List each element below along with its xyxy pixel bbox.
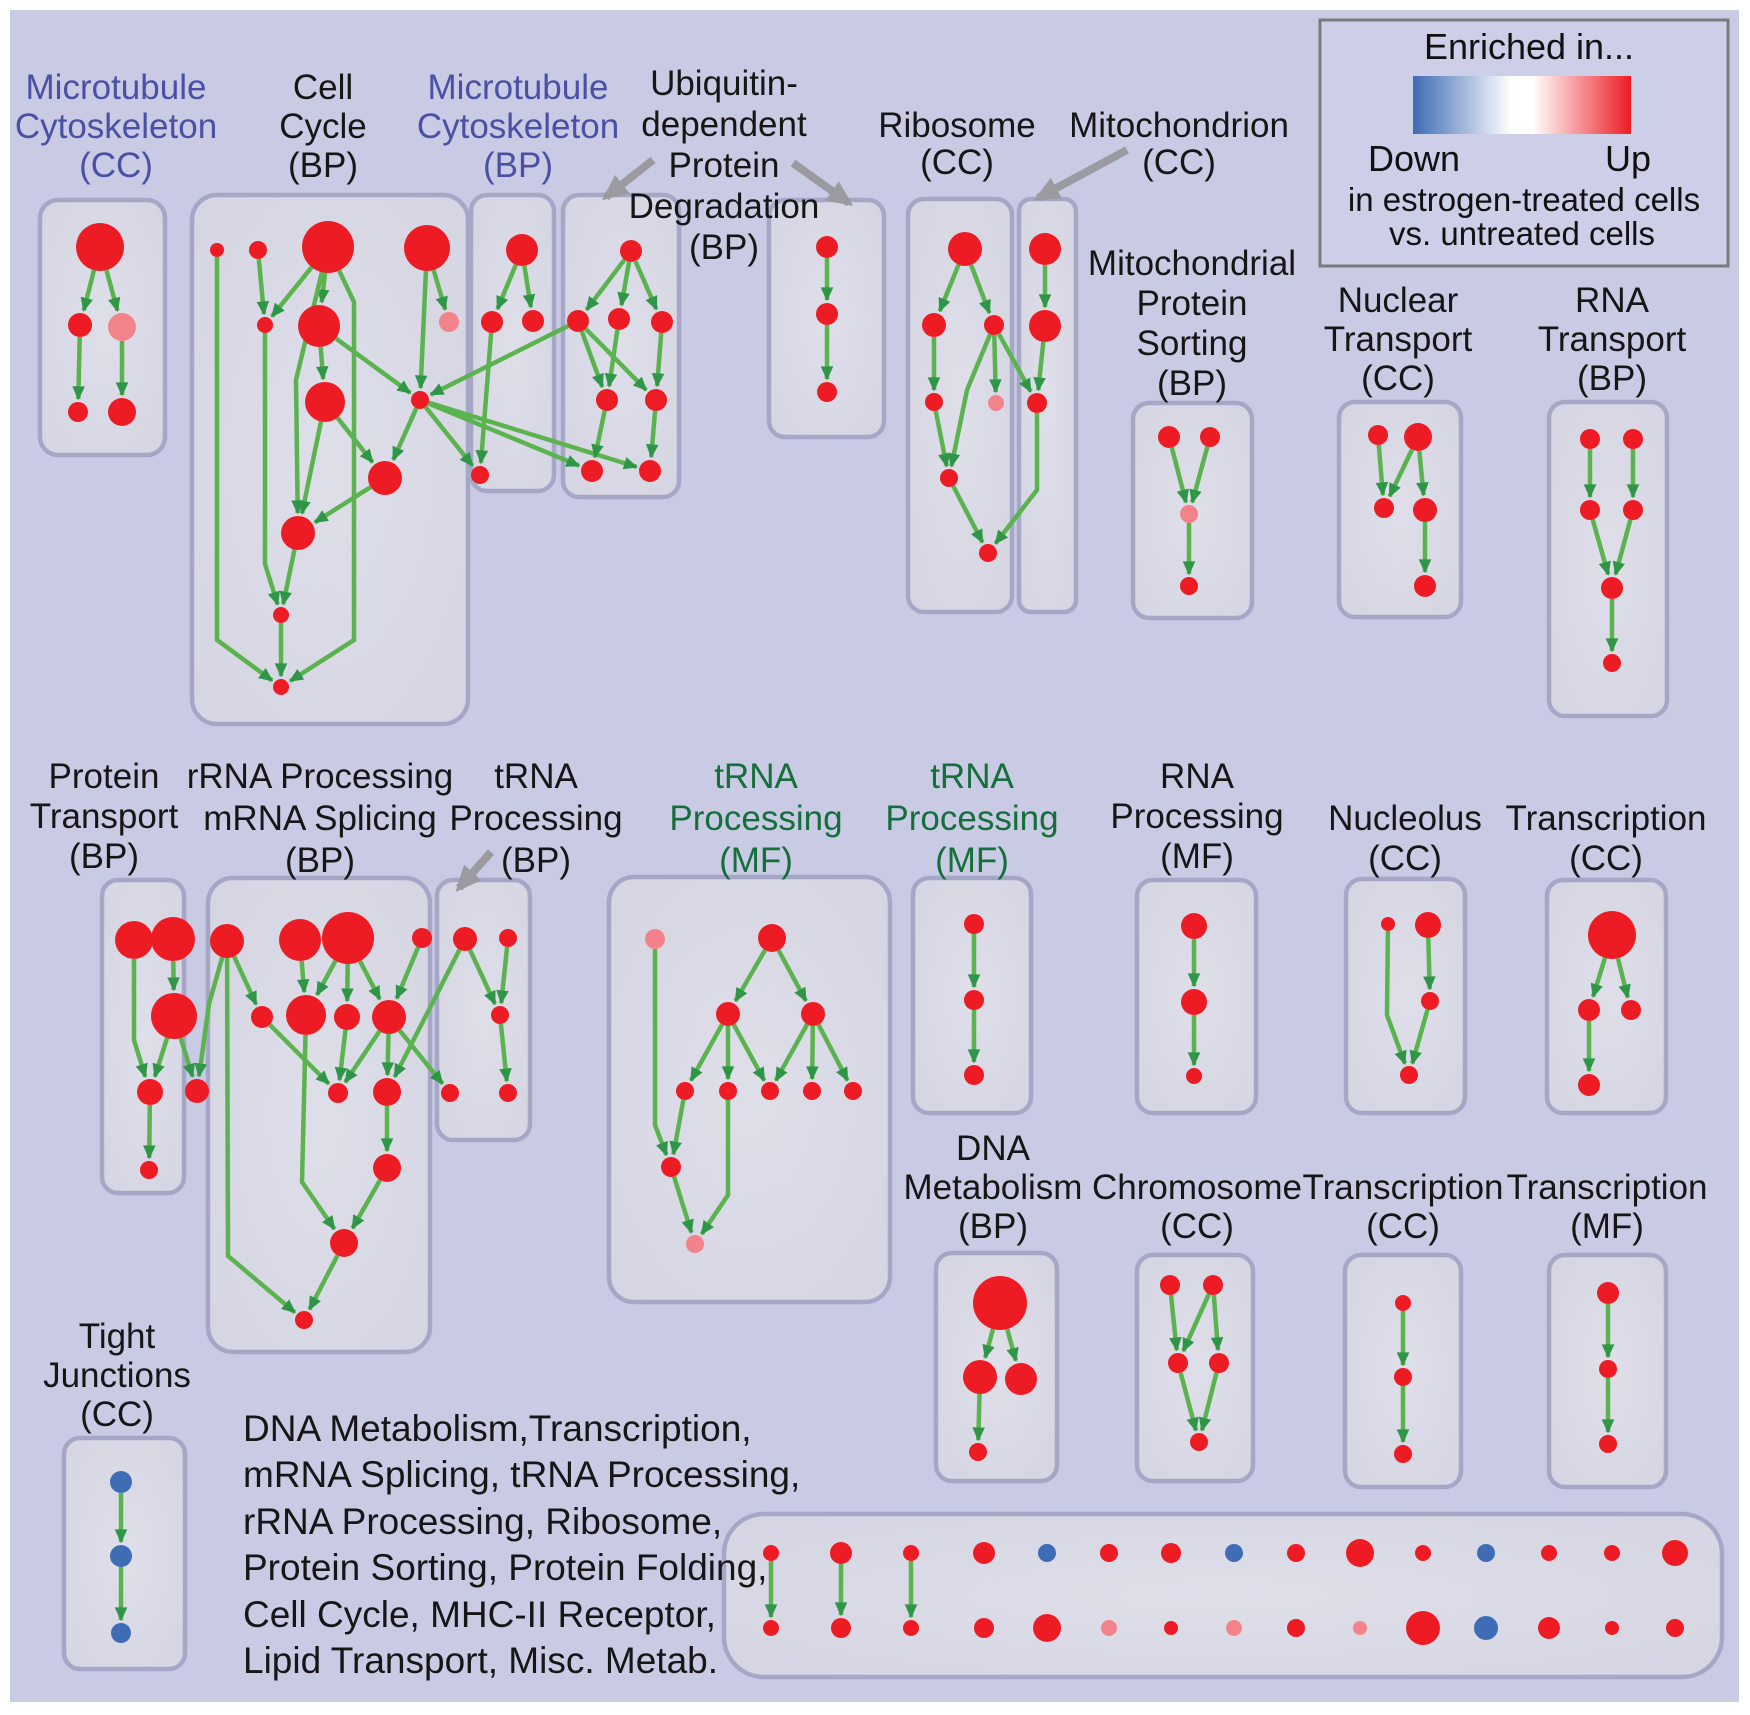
svg-text:Mitochondrion: Mitochondrion — [1069, 106, 1289, 145]
svg-text:(CC): (CC) — [1366, 1207, 1440, 1246]
svg-text:Protein: Protein — [49, 757, 160, 796]
svg-text:Transport: Transport — [1538, 320, 1687, 359]
svg-text:(BP): (BP) — [288, 146, 358, 185]
svg-text:Sorting: Sorting — [1137, 324, 1248, 363]
svg-text:(MF): (MF) — [935, 841, 1009, 880]
svg-text:dependent: dependent — [641, 105, 807, 144]
svg-text:tRNA: tRNA — [714, 757, 798, 796]
svg-text:(BP): (BP) — [501, 841, 571, 880]
svg-text:(BP): (BP) — [483, 146, 553, 185]
svg-text:rRNA Processing: rRNA Processing — [187, 757, 453, 796]
svg-text:Degradation: Degradation — [629, 187, 820, 226]
svg-text:Ubiquitin-: Ubiquitin- — [650, 64, 798, 103]
svg-text:(CC): (CC) — [1160, 1207, 1234, 1246]
svg-text:(CC): (CC) — [80, 1395, 154, 1434]
svg-text:Protein Sorting, Protein Foldi: Protein Sorting, Protein Folding, — [243, 1547, 767, 1588]
svg-text:Processing: Processing — [449, 799, 622, 838]
svg-text:Cell Cycle, MHC-II Receptor,: Cell Cycle, MHC-II Receptor, — [243, 1594, 716, 1635]
svg-text:Transport: Transport — [30, 797, 179, 836]
svg-text:Processing: Processing — [1110, 797, 1283, 836]
svg-text:Down: Down — [1368, 138, 1460, 179]
svg-text:(BP): (BP) — [285, 841, 355, 880]
svg-text:(BP): (BP) — [1157, 364, 1227, 403]
svg-text:Mitochondrial: Mitochondrial — [1088, 244, 1296, 283]
svg-text:Protein: Protein — [1137, 284, 1248, 323]
svg-text:DNA: DNA — [956, 1129, 1031, 1168]
svg-text:rRNA Processing, Ribosome,: rRNA Processing, Ribosome, — [243, 1501, 722, 1542]
svg-text:in estrogen-treated cells: in estrogen-treated cells — [1348, 181, 1700, 218]
svg-text:DNA Metabolism,Transcription,: DNA Metabolism,Transcription, — [243, 1408, 752, 1449]
svg-text:RNA: RNA — [1575, 281, 1650, 320]
svg-text:Enriched in...: Enriched in... — [1424, 26, 1634, 67]
svg-text:tRNA: tRNA — [930, 757, 1014, 796]
svg-text:(CC): (CC) — [1361, 359, 1435, 398]
svg-text:Microtubule: Microtubule — [428, 68, 609, 107]
svg-text:Processing: Processing — [669, 799, 842, 838]
svg-text:(MF): (MF) — [1160, 837, 1234, 876]
svg-text:(MF): (MF) — [719, 841, 793, 880]
svg-text:Nucleolus: Nucleolus — [1328, 799, 1482, 838]
svg-text:Chromosome: Chromosome — [1092, 1168, 1302, 1207]
svg-text:Cytoskeleton: Cytoskeleton — [417, 107, 619, 146]
svg-text:mRNA Splicing, tRNA Processing: mRNA Splicing, tRNA Processing, — [243, 1454, 800, 1495]
svg-text:Lipid Transport, Misc. Metab.: Lipid Transport, Misc. Metab. — [243, 1640, 718, 1681]
svg-text:Nuclear: Nuclear — [1338, 281, 1459, 320]
svg-text:Up: Up — [1605, 138, 1651, 179]
svg-text:Metabolism: Metabolism — [904, 1168, 1083, 1207]
svg-text:(CC): (CC) — [79, 146, 153, 185]
svg-text:(MF): (MF) — [1570, 1207, 1644, 1246]
svg-text:RNA: RNA — [1160, 757, 1235, 796]
svg-text:(BP): (BP) — [689, 228, 759, 267]
svg-text:(CC): (CC) — [1368, 839, 1442, 878]
svg-text:Cell: Cell — [293, 68, 353, 107]
svg-text:(CC): (CC) — [920, 143, 994, 182]
svg-text:Transport: Transport — [1324, 320, 1473, 359]
svg-text:Cytoskeleton: Cytoskeleton — [15, 107, 217, 146]
svg-text:Microtubule: Microtubule — [26, 68, 207, 107]
svg-text:Junctions: Junctions — [43, 1356, 191, 1395]
svg-text:(BP): (BP) — [1577, 359, 1647, 398]
svg-text:Cycle: Cycle — [279, 107, 367, 146]
svg-text:Processing: Processing — [885, 799, 1058, 838]
svg-text:Tight: Tight — [79, 1317, 156, 1356]
svg-text:Transcription: Transcription — [1303, 1168, 1504, 1207]
svg-text:Transcription: Transcription — [1507, 1168, 1708, 1207]
svg-text:vs. untreated cells: vs. untreated cells — [1389, 215, 1655, 252]
svg-text:(BP): (BP) — [958, 1207, 1028, 1246]
svg-text:(CC): (CC) — [1142, 143, 1216, 182]
svg-text:Ribosome: Ribosome — [878, 106, 1036, 145]
svg-text:tRNA: tRNA — [494, 757, 578, 796]
svg-text:(CC): (CC) — [1569, 839, 1643, 878]
svg-text:mRNA Splicing: mRNA Splicing — [203, 799, 436, 838]
svg-text:Transcription: Transcription — [1506, 799, 1707, 838]
svg-text:Protein: Protein — [669, 146, 780, 185]
svg-text:(BP): (BP) — [69, 837, 139, 876]
